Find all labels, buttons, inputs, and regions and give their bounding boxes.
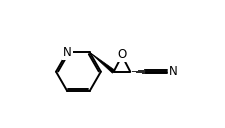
Text: O: O (117, 48, 126, 61)
Text: N: N (63, 46, 71, 59)
Polygon shape (89, 52, 114, 73)
Text: N: N (169, 65, 177, 78)
